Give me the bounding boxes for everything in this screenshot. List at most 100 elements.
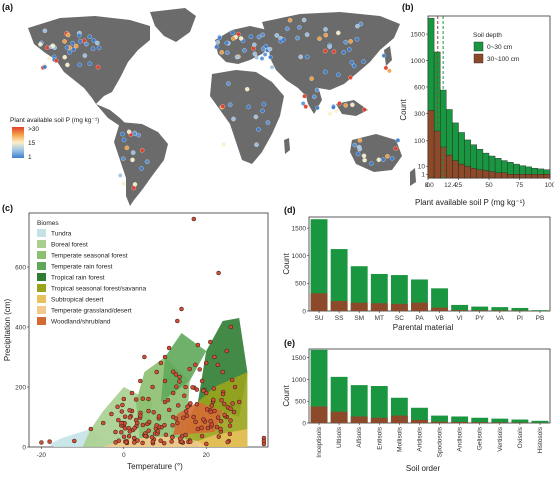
hist-bar-subsoil bbox=[519, 174, 526, 179]
bar-topsoil bbox=[431, 415, 448, 423]
map-point bbox=[130, 157, 135, 163]
map-point bbox=[354, 36, 360, 42]
biome-point bbox=[162, 422, 167, 428]
bar-xtick-label: PI bbox=[517, 315, 523, 322]
biome-point bbox=[133, 397, 139, 402]
map-point bbox=[336, 30, 341, 36]
map-point bbox=[252, 42, 257, 48]
biome-point bbox=[228, 324, 234, 330]
map-point bbox=[231, 36, 236, 41]
biome-legend-swatch bbox=[37, 262, 46, 270]
biome-point bbox=[182, 393, 187, 398]
hist-median-label: 12.4 bbox=[444, 182, 457, 189]
map-point bbox=[234, 54, 240, 60]
biome-point bbox=[183, 384, 188, 390]
biome-ylabel: Precipitation (cm) bbox=[3, 299, 12, 362]
map-point bbox=[376, 157, 382, 163]
biome-point bbox=[219, 397, 224, 403]
bar-ytick-label: 0 bbox=[302, 308, 306, 315]
biome-point bbox=[154, 423, 159, 428]
map-point bbox=[219, 50, 224, 55]
bar-topsoil bbox=[310, 349, 328, 423]
map-point bbox=[224, 40, 230, 46]
biome-point bbox=[115, 404, 120, 410]
biome-point bbox=[208, 339, 213, 345]
map-point bbox=[252, 51, 258, 57]
biome-point bbox=[211, 386, 217, 391]
biome-legend-label: Woodland/shrubland bbox=[51, 319, 111, 326]
bar-xtick-label: VA bbox=[496, 315, 505, 322]
bar-xtick-label: MT bbox=[375, 315, 384, 322]
map-point bbox=[65, 32, 71, 38]
map-point bbox=[317, 36, 322, 41]
bar-topsoil bbox=[471, 417, 489, 423]
hist-bar-subsoil bbox=[507, 174, 514, 179]
map-point bbox=[395, 138, 401, 143]
map-point bbox=[295, 35, 300, 41]
map-point bbox=[121, 137, 127, 143]
biome-legend-label: Subtropical desert bbox=[51, 297, 104, 304]
biome-legend-label: Tundra bbox=[51, 231, 72, 238]
map-point bbox=[268, 54, 273, 60]
hist-xtick-label: 100 bbox=[545, 182, 554, 189]
hist-xtick-label: 50 bbox=[485, 182, 493, 189]
biome-point bbox=[170, 423, 175, 428]
map-point bbox=[334, 108, 339, 114]
map-point bbox=[355, 23, 360, 29]
hist-bar-subsoil bbox=[501, 172, 508, 179]
biome-point bbox=[161, 440, 167, 446]
bar-xtick-label: VB bbox=[435, 315, 444, 322]
biome-point bbox=[162, 354, 168, 360]
hist-xtick-label: 75 bbox=[516, 182, 524, 189]
map-point bbox=[67, 50, 72, 55]
bar-subsoil bbox=[411, 419, 428, 423]
biome-legend-label: Temperate grassland/desert bbox=[51, 308, 132, 315]
bar-parental-material: 0 500 1000 1500 SU SS SM MT SC PA VB VI PY VA PI PB bbox=[292, 216, 551, 322]
map-point bbox=[124, 145, 130, 151]
bar-topsoil bbox=[511, 419, 529, 423]
map-point bbox=[304, 54, 310, 60]
biome-point bbox=[142, 354, 147, 360]
biome-point bbox=[215, 362, 221, 368]
map-point bbox=[121, 181, 126, 187]
biome-point bbox=[132, 425, 137, 431]
biome-xlabel: Temperature (°) bbox=[127, 462, 183, 471]
biome-point bbox=[210, 397, 216, 403]
biome-point bbox=[190, 385, 195, 390]
biome-point bbox=[88, 426, 94, 432]
biome-point bbox=[199, 378, 205, 384]
map-point bbox=[118, 173, 123, 178]
biome-point bbox=[109, 411, 114, 417]
biome-point bbox=[116, 417, 121, 423]
bar-topsoil bbox=[390, 275, 408, 311]
biome-point bbox=[187, 366, 192, 372]
biome-point bbox=[151, 410, 156, 415]
biome-ytick-label: 200 bbox=[15, 384, 26, 391]
biome-point bbox=[150, 384, 155, 390]
biome-point bbox=[194, 401, 200, 407]
bar-d-ylabel: Count bbox=[282, 253, 291, 275]
map-point bbox=[139, 148, 145, 153]
biome-point bbox=[127, 408, 132, 413]
biome-xtick-label: -20 bbox=[37, 452, 47, 459]
hist-xtick-label: 0 bbox=[426, 182, 430, 189]
map-point bbox=[348, 75, 353, 80]
map-point bbox=[225, 50, 230, 55]
map-point bbox=[343, 39, 348, 45]
biome-point bbox=[228, 406, 233, 411]
biome-point bbox=[166, 407, 172, 413]
map-point bbox=[312, 94, 317, 100]
bar-subsoil bbox=[390, 415, 408, 423]
biome-point bbox=[155, 428, 161, 434]
hist-bar-subsoil bbox=[470, 167, 478, 179]
biome-legend-swatch bbox=[37, 229, 46, 237]
hist-bar-subsoil bbox=[452, 160, 459, 179]
map-point bbox=[348, 39, 353, 44]
biome-point bbox=[119, 420, 124, 426]
hist-bar-subsoil bbox=[494, 172, 502, 179]
biome-point bbox=[135, 438, 140, 443]
map-point bbox=[260, 32, 265, 38]
hist-legend-title: Soil depth bbox=[473, 32, 502, 39]
bar-topsoil bbox=[431, 288, 448, 311]
